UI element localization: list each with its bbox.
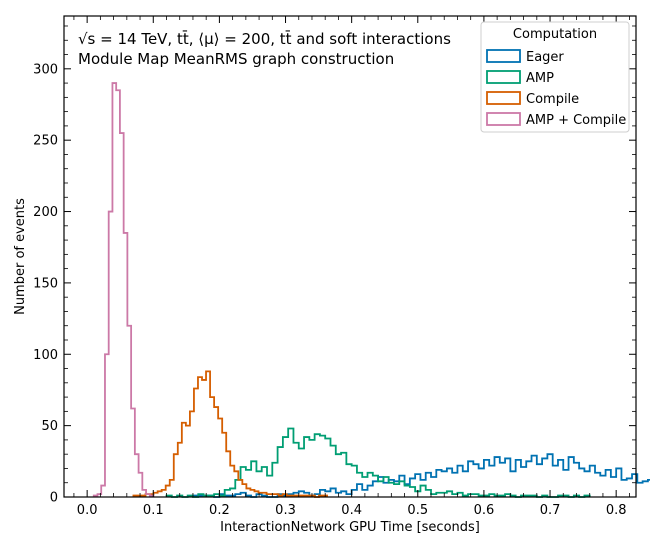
legend-swatch-compile <box>486 91 521 105</box>
legend-label-compile: Compile <box>526 92 579 107</box>
y-tick-label: 250 <box>33 134 58 149</box>
x-tick-label: 0.8 <box>606 503 627 518</box>
series-compile-histogram <box>132 370 328 498</box>
legend-swatch-amp <box>486 70 521 84</box>
x-tick-label: 0.6 <box>474 503 495 518</box>
y-tick-label: 0 <box>50 491 58 506</box>
x-axis-title: InteractionNetwork GPU Time [seconds] <box>220 520 480 535</box>
y-tick-label: 150 <box>33 276 58 291</box>
y-tick-label: 50 <box>41 419 58 434</box>
y-tick-label: 100 <box>33 348 58 363</box>
plot-frame <box>63 15 637 498</box>
annotation-line-1: √s = 14 TeV, tt̄, ⟨μ⟩ = 200, tt̄ and sof… <box>78 29 451 48</box>
histogram-layer <box>92 82 650 498</box>
x-tick-label: 0.7 <box>540 503 561 518</box>
series-amp-compile-histogram <box>92 82 155 497</box>
x-tick-label: 0.2 <box>209 503 230 518</box>
x-tick-label: 0.1 <box>143 503 164 518</box>
x-tick-label: 0.4 <box>341 503 362 518</box>
x-tick-label: 0.5 <box>407 503 428 518</box>
legend[interactable]: Computation Eager AMP Compile AMP + Compile <box>480 21 630 133</box>
annotation-line-2: Module Map MeanRMS graph construction <box>78 50 394 68</box>
x-tick-label: 0.3 <box>275 503 296 518</box>
legend-swatch-eager <box>486 49 521 63</box>
tick-layer: 0.0 0.1 0.2 0.3 0.4 0.5 0.6 0.7 0.8 0 50 100 150 200 2… <box>33 16 636 518</box>
legend-title: Computation <box>513 27 597 42</box>
legend-label-eager: Eager <box>526 50 564 65</box>
x-tick-label: 0.0 <box>77 503 98 518</box>
annotation-block: √s = 14 TeV, tt̄, ⟨μ⟩ = 200, tt̄ and sof… <box>78 29 451 68</box>
legend-swatch-amp-compile <box>486 112 521 126</box>
legend-label-amp-compile: AMP + Compile <box>526 113 626 128</box>
legend-label-amp: AMP <box>526 71 554 86</box>
y-tick-label: 300 <box>33 62 58 77</box>
series-amp-histogram <box>165 427 591 498</box>
y-tick-label: 200 <box>33 205 58 220</box>
series-eager-histogram <box>192 453 650 498</box>
y-axis-title: Number of events <box>13 198 28 315</box>
